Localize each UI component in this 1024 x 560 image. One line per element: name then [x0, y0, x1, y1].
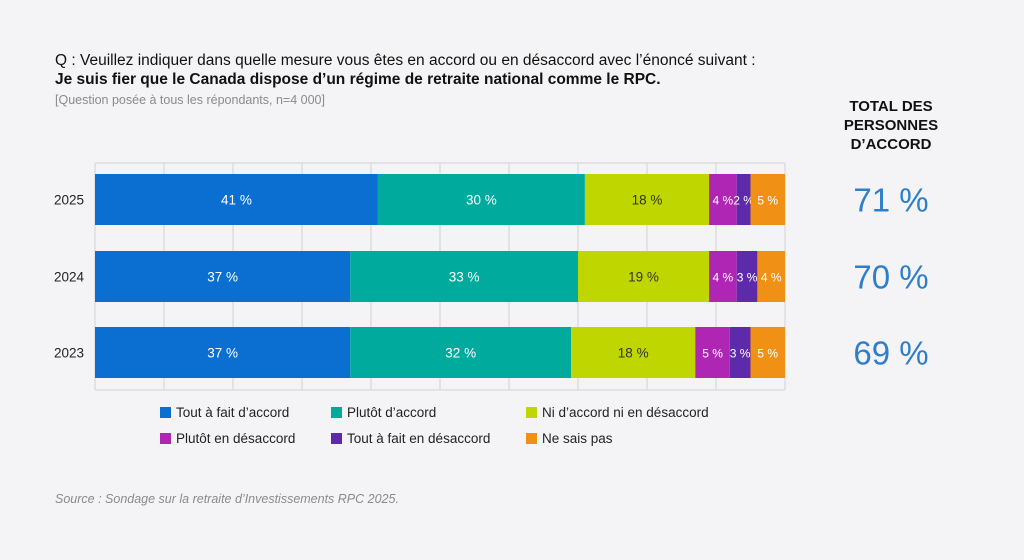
data-label-2023-ni-d-accord-ni-en-desaccord: 18 %	[618, 346, 649, 361]
legend-item-ni-accord-ni-desaccord: Ni d’accord ni en désaccord	[526, 405, 709, 420]
legend-swatch	[331, 407, 342, 418]
sample-note: [Question posée à tous les répondants, n…	[55, 93, 325, 107]
bar-2024-tout-a-fait-d-accord	[95, 251, 351, 302]
data-label-2024-tout-a-fait-d-accord: 37 %	[207, 270, 238, 285]
legend-item-ne-sais-pas: Ne sais pas	[526, 431, 613, 446]
bar-2023-plutot-d-accord	[350, 327, 572, 378]
data-label-2024-ni-d-accord-ni-en-desaccord: 19 %	[628, 270, 659, 285]
legend-swatch	[526, 407, 537, 418]
data-label-2023-tout-a-fait-d-accord: 37 %	[207, 346, 238, 361]
data-label-2024-plutot-en-desaccord: 4 %	[713, 271, 734, 285]
data-label-2023-plutot-d-accord: 32 %	[445, 346, 476, 361]
legend-swatch	[160, 407, 171, 418]
y-tick-label-2024: 2024	[54, 270, 85, 285]
data-label-2024-plutot-d-accord: 33 %	[449, 270, 480, 285]
bar-2024-ni-d-accord-ni-en-desaccord	[578, 251, 710, 302]
legend-item-plutot-accord: Plutôt d’accord	[331, 405, 436, 420]
data-label-2023-tout-a-fait-en-desaccord: 3 %	[730, 347, 751, 361]
bar-2023-tout-a-fait-en-desaccord	[729, 327, 751, 378]
bar-2025-plutot-d-accord	[377, 174, 585, 225]
bar-2025-tout-a-fait-en-desaccord	[736, 174, 751, 225]
legend-label: Plutôt en désaccord	[176, 431, 296, 446]
total-agree-header: TOTAL DES PERSONNES D’ACCORD	[826, 97, 956, 154]
question-text: Q : Veuillez indiquer dans quelle mesure…	[55, 52, 756, 69]
total-header-line-3: D’ACCORD	[850, 136, 932, 153]
bar-2025-ne-sais-pas	[750, 174, 785, 225]
source-note: Source : Sondage sur la retraite d’Inves…	[55, 492, 399, 506]
legend-item-tout-a-fait-accord: Tout à fait d’accord	[160, 405, 289, 420]
legend-label: Plutôt d’accord	[347, 405, 437, 420]
bar-2025-ni-d-accord-ni-en-desaccord	[584, 174, 710, 225]
total-header-line-1: TOTAL DES	[849, 98, 933, 115]
total-agree-2025: 71 %	[853, 182, 928, 219]
legend-item-tout-a-fait-desaccord: Tout à fait en désaccord	[331, 431, 490, 446]
legend-label: Tout à fait en désaccord	[347, 431, 491, 446]
data-label-2025-tout-a-fait-en-desaccord: 2 %	[733, 194, 754, 208]
bar-2023-plutot-en-desaccord	[695, 327, 730, 378]
total-agree-2024: 70 %	[853, 259, 928, 296]
legend-label: Ni d’accord ni en désaccord	[542, 405, 709, 420]
bar-2024-plutot-en-desaccord	[709, 251, 737, 302]
total-agree-2023: 69 %	[853, 335, 928, 372]
bar-2025-tout-a-fait-d-accord	[95, 174, 378, 225]
bar-2024-ne-sais-pas	[757, 251, 785, 302]
data-label-2025-plutot-d-accord: 30 %	[466, 193, 497, 208]
bar-2024-tout-a-fait-en-desaccord	[736, 251, 758, 302]
bar-2023-ne-sais-pas	[750, 327, 785, 378]
y-tick-label-2023: 2023	[54, 346, 84, 361]
bar-2024-plutot-d-accord	[350, 251, 578, 302]
bar-2023-tout-a-fait-d-accord	[95, 327, 351, 378]
data-label-2025-plutot-en-desaccord: 4 %	[713, 194, 734, 208]
legend-swatch	[331, 433, 342, 444]
data-label-2024-tout-a-fait-en-desaccord: 3 %	[737, 271, 758, 285]
data-label-2023-ne-sais-pas: 5 %	[757, 347, 778, 361]
bar-2025-plutot-en-desaccord	[709, 174, 737, 225]
data-label-2023-plutot-en-desaccord: 5 %	[702, 347, 723, 361]
y-tick-label-2025: 2025	[54, 193, 84, 208]
legend-swatch	[526, 433, 537, 444]
legend-item-plutot-desaccord: Plutôt en désaccord	[160, 431, 295, 446]
legend-label: Tout à fait d’accord	[176, 405, 290, 420]
legend-label: Ne sais pas	[542, 431, 613, 446]
legend-swatch	[160, 433, 171, 444]
data-label-2025-tout-a-fait-d-accord: 41 %	[221, 193, 252, 208]
total-header-line-2: PERSONNES	[843, 117, 939, 134]
data-label-2024-ne-sais-pas: 4 %	[761, 271, 782, 285]
data-label-2025-ne-sais-pas: 5 %	[757, 194, 778, 208]
data-label-2025-ni-d-accord-ni-en-desaccord: 18 %	[632, 193, 663, 208]
bar-2023-ni-d-accord-ni-en-desaccord	[571, 327, 696, 378]
statement-text: Je suis fier que le Canada dispose d’un …	[55, 71, 661, 88]
